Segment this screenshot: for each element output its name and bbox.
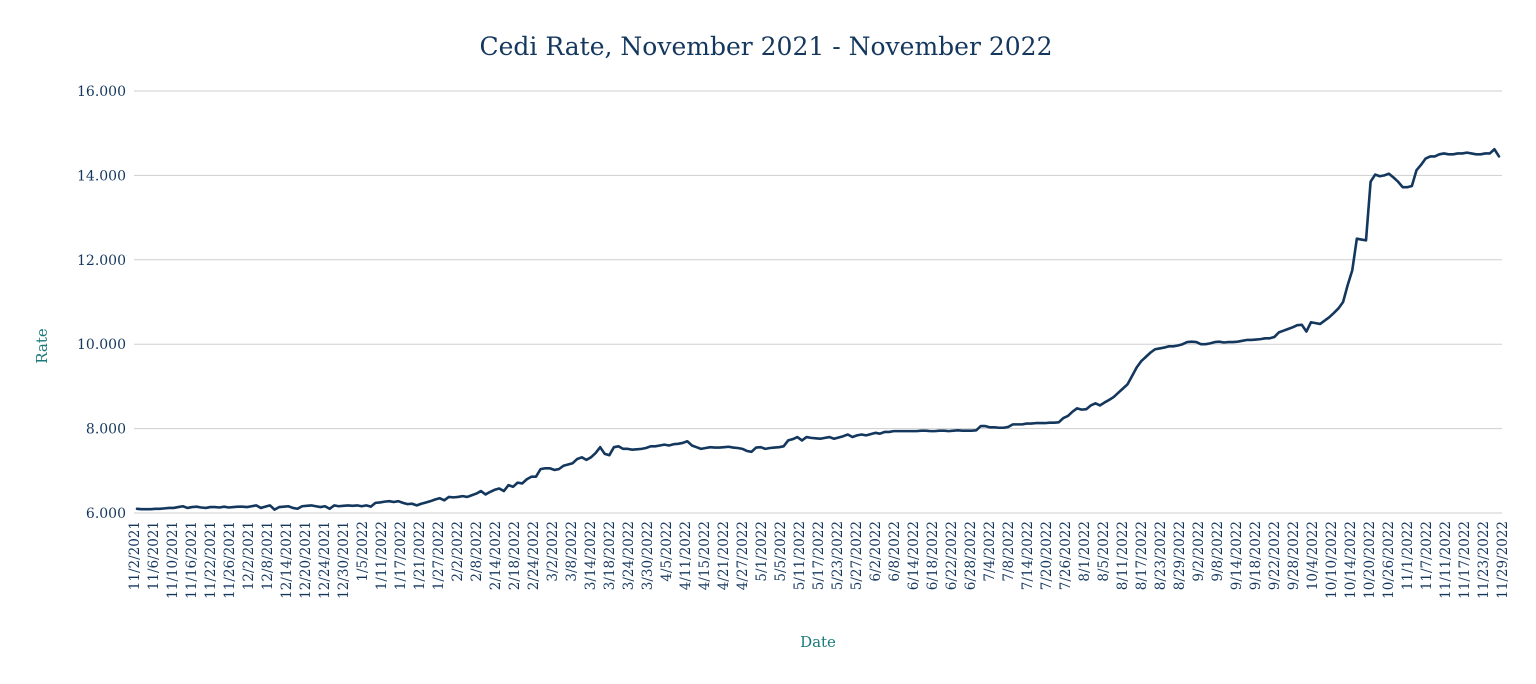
- x-tick-label: 9/8/2022: [1210, 521, 1226, 582]
- x-tick-label: 4/11/2022: [678, 521, 694, 590]
- x-tick-label: 2/24/2022: [526, 521, 542, 590]
- x-tick-label: 5/11/2022: [792, 521, 808, 590]
- x-tick-label: 5/17/2022: [811, 521, 827, 590]
- x-tick-label: 11/17/2022: [1457, 521, 1473, 599]
- x-tick-label: 2/8/2022: [469, 521, 485, 582]
- y-tick-label: 10.000: [77, 337, 126, 353]
- x-tick-label: 10/20/2022: [1362, 521, 1378, 599]
- x-tick-label: 12/24/2021: [317, 521, 333, 599]
- x-tick-label: 5/5/2022: [773, 521, 789, 582]
- y-tick-label: 16.000: [77, 84, 126, 100]
- x-tick-label: 11/1/2022: [1400, 521, 1416, 590]
- x-tick-label: 4/5/2022: [659, 521, 675, 582]
- x-tick-label: 3/18/2022: [602, 521, 618, 590]
- x-tick-label: 8/29/2022: [1172, 521, 1188, 590]
- y-axis-title: Rate: [33, 328, 51, 364]
- x-tick-label: 6/8/2022: [887, 521, 903, 582]
- x-tick-label: 1/21/2022: [412, 521, 428, 590]
- x-tick-label: 5/23/2022: [830, 521, 846, 590]
- y-tick-label: 14.000: [77, 168, 126, 184]
- x-tick-label: 11/11/2022: [1438, 521, 1454, 599]
- x-tick-label: 7/8/2022: [1001, 521, 1017, 582]
- x-tick-label: 6/28/2022: [963, 521, 979, 590]
- x-tick-label: 11/16/2021: [184, 521, 200, 599]
- x-tick-label: 2/2/2022: [450, 521, 466, 582]
- x-tick-label: 12/8/2021: [260, 521, 276, 590]
- x-tick-label: 1/5/2022: [355, 521, 371, 582]
- x-tick-label: 9/14/2022: [1229, 521, 1245, 590]
- x-tick-label: 8/23/2022: [1153, 521, 1169, 590]
- x-tick-label: 11/23/2022: [1476, 521, 1492, 599]
- x-axis-ticks: 11/2/2021 11/6/2021 11/10/2021 11/16/2021 11…: [127, 521, 1511, 599]
- x-tick-label: 4/21/2022: [716, 521, 732, 590]
- x-tick-label: 11/22/2021: [203, 521, 219, 599]
- x-tick-label: 8/5/2022: [1096, 521, 1112, 582]
- x-tick-label: 4/15/2022: [697, 521, 713, 590]
- x-tick-label: 2/14/2022: [488, 521, 504, 590]
- x-tick-label: 7/26/2022: [1058, 521, 1074, 590]
- series-line: [135, 147, 1501, 511]
- x-tick-label: 12/30/2021: [336, 521, 352, 599]
- x-tick-label: 7/20/2022: [1039, 521, 1055, 590]
- x-tick-label: 11/26/2021: [222, 521, 238, 599]
- x-tick-label: 7/4/2022: [982, 521, 998, 582]
- x-tick-label: 1/27/2022: [431, 521, 447, 590]
- x-tick-label: 11/6/2021: [146, 521, 162, 590]
- x-tick-label: 8/1/2022: [1077, 521, 1093, 582]
- y-tick-label: 8.000: [86, 422, 126, 438]
- x-tick-label: 9/18/2022: [1248, 521, 1264, 590]
- x-tick-label: 2/18/2022: [507, 521, 523, 590]
- x-axis-title: Date: [800, 633, 836, 651]
- chart-title: Cedi Rate, November 2021 - November 2022: [480, 32, 1053, 61]
- gridlines: [134, 90, 1502, 514]
- y-tick-label: 12.000: [77, 253, 126, 269]
- x-tick-label: 8/17/2022: [1134, 521, 1150, 590]
- x-tick-label: 1/11/2022: [374, 521, 390, 590]
- x-tick-label: 12/20/2021: [298, 521, 314, 599]
- x-tick-label: 3/8/2022: [564, 521, 580, 582]
- x-tick-label: 9/2/2022: [1191, 521, 1207, 582]
- x-tick-label: 6/14/2022: [906, 521, 922, 590]
- x-tick-label: 12/14/2021: [279, 521, 295, 599]
- x-tick-label: 11/7/2022: [1419, 521, 1435, 590]
- x-tick-label: 7/14/2022: [1020, 521, 1036, 590]
- x-tick-label: 3/14/2022: [583, 521, 599, 590]
- x-tick-label: 1/17/2022: [393, 521, 409, 590]
- x-tick-label: 5/1/2022: [754, 521, 770, 582]
- x-tick-label: 6/22/2022: [944, 521, 960, 590]
- x-tick-label: 12/2/2021: [241, 521, 257, 590]
- x-tick-label: 3/30/2022: [640, 521, 656, 590]
- x-tick-label: 11/10/2021: [165, 521, 181, 599]
- x-tick-label: 10/4/2022: [1305, 521, 1321, 590]
- y-axis-ticks: 6.000 8.000 10.000 12.000 14.000 16.000: [77, 84, 126, 522]
- x-tick-label: 8/11/2022: [1115, 521, 1131, 590]
- x-tick-label: 10/14/2022: [1343, 521, 1359, 599]
- x-tick-label: 6/18/2022: [925, 521, 941, 590]
- x-tick-label: 3/24/2022: [621, 521, 637, 590]
- x-tick-label: 9/28/2022: [1286, 521, 1302, 590]
- x-tick-label: 3/2/2022: [545, 521, 561, 582]
- x-tick-label: 10/10/2022: [1324, 521, 1340, 599]
- x-tick-label: 11/29/2022: [1495, 521, 1511, 599]
- x-tick-label: 6/2/2022: [868, 521, 884, 582]
- x-tick-label: 9/22/2022: [1267, 521, 1283, 590]
- x-tick-label: 4/27/2022: [735, 521, 751, 590]
- y-tick-label: 6.000: [86, 506, 126, 522]
- x-tick-label: 10/26/2022: [1381, 521, 1397, 599]
- x-tick-label: 5/27/2022: [849, 521, 865, 590]
- x-tick-label: 11/2/2021: [127, 521, 143, 590]
